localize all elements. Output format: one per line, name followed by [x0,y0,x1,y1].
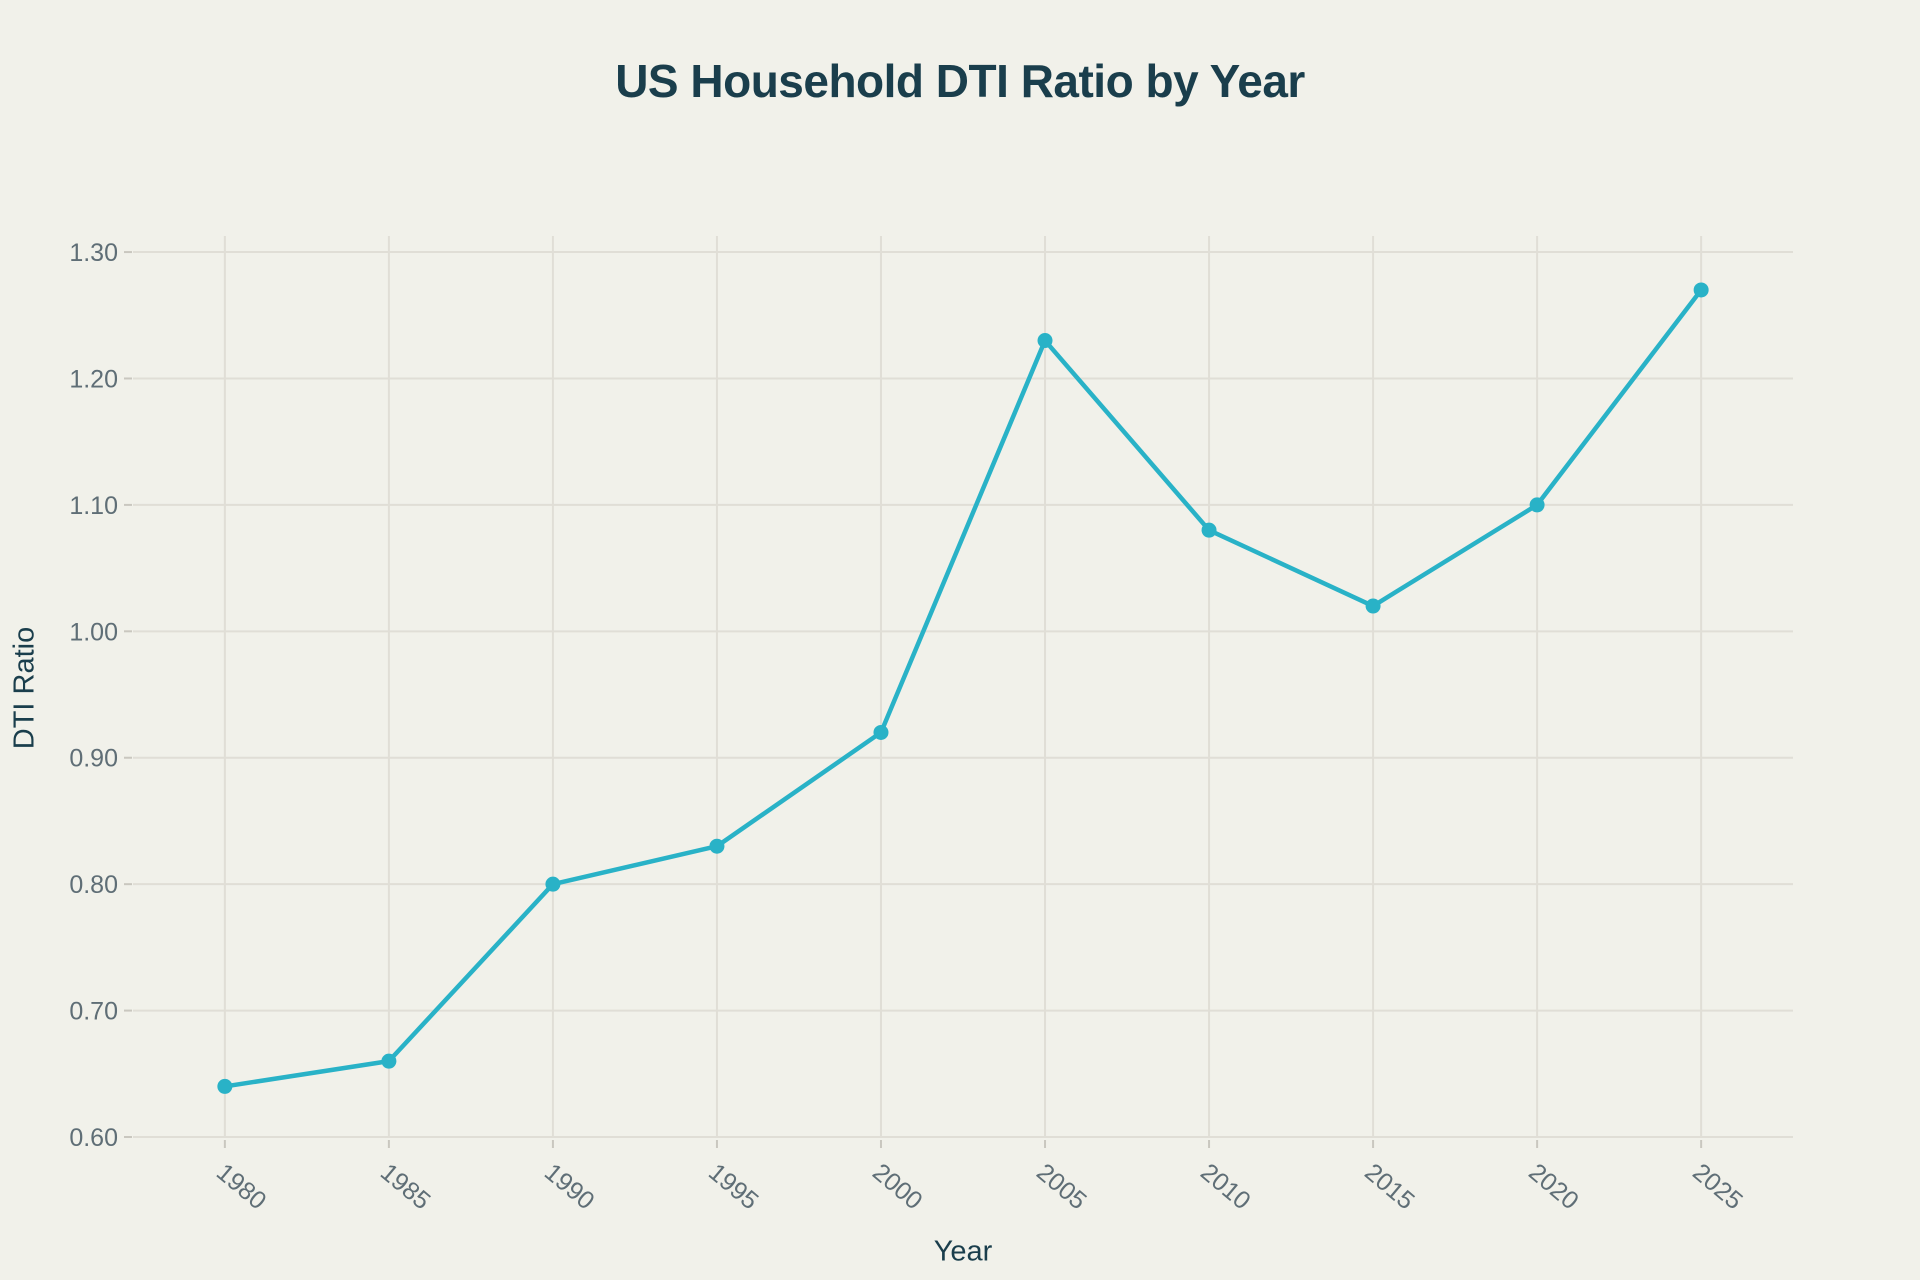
x-tick-label: 2015 [1359,1158,1420,1215]
data-point[interactable] [873,724,889,740]
data-point[interactable] [1037,333,1053,349]
data-point[interactable] [1365,598,1381,614]
data-point[interactable] [1529,497,1545,513]
y-tick-label: 1.10 [69,492,118,520]
y-axis-title: DTI Ratio [8,626,41,750]
x-tick-label: 1985 [375,1158,436,1215]
x-tick-label: 2025 [1687,1158,1748,1215]
x-tick-label: 1995 [703,1158,764,1215]
y-tick-label: 0.90 [69,745,118,773]
data-point[interactable] [709,838,725,854]
x-tick-label: 2000 [867,1158,928,1215]
data-point[interactable] [217,1078,233,1094]
y-tick-label: 0.60 [69,1124,118,1152]
x-tick-label: 2010 [1195,1158,1256,1215]
data-point[interactable] [545,876,561,892]
y-tick-label: 1.20 [69,365,118,393]
x-tick-label: 1990 [539,1158,600,1215]
y-tick-label: 0.80 [69,871,118,899]
data-point[interactable] [1693,282,1709,298]
x-tick-label: 2020 [1523,1158,1584,1215]
y-tick-label: 1.30 [69,239,118,267]
data-point[interactable] [381,1053,397,1069]
x-tick-label: 1980 [211,1158,272,1215]
data-point[interactable] [1201,522,1217,538]
chart-title: US Household DTI Ratio by Year [615,55,1305,107]
x-tick-label: 2005 [1031,1158,1092,1215]
x-axis-title: Year [933,1235,993,1268]
y-tick-label: 1.00 [69,618,118,646]
trend-line [222,287,1704,1089]
y-tick-label: 0.70 [69,998,118,1026]
